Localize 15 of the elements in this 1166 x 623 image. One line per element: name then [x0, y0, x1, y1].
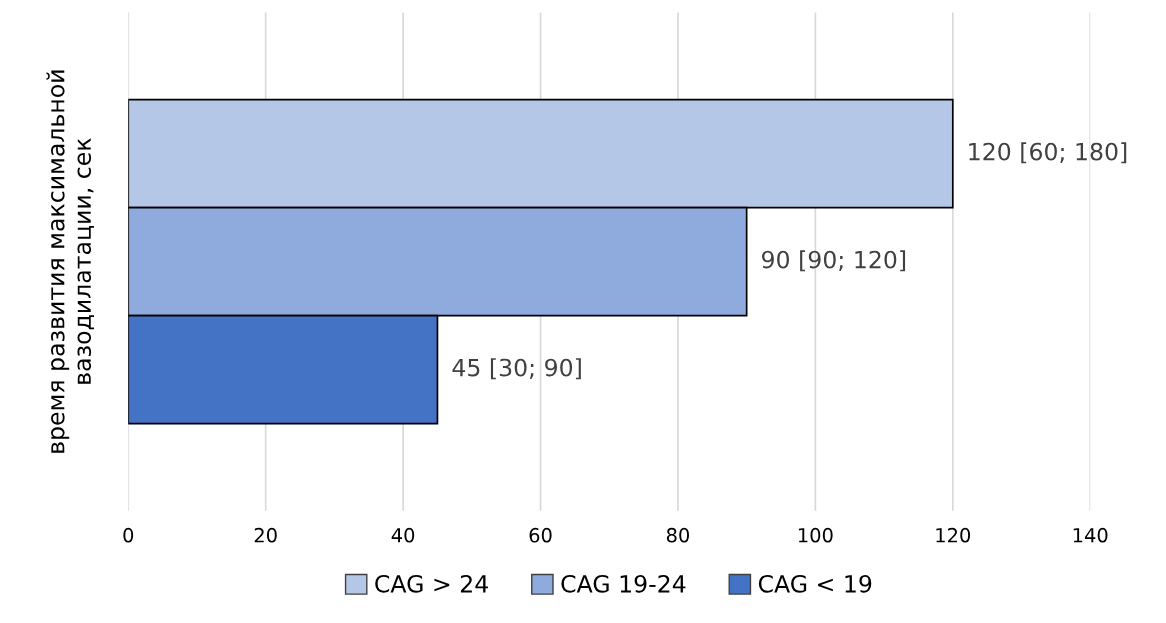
data-label: 45 [30; 90]	[452, 358, 581, 380]
x-tick-label: 40	[391, 527, 415, 543]
x-tick-label: 60	[529, 527, 552, 543]
x-tick-label: 80	[666, 527, 690, 543]
x-tick-label: 120	[936, 527, 971, 543]
y-axis-title: время развития максимальной вазодилатации, сек	[46, 70, 94, 453]
x-tick-label: 20	[254, 527, 277, 543]
x-tick-label: 0	[123, 527, 134, 543]
legend-label: CAG 19-24	[561, 574, 686, 593]
data-label: 90 [90; 120]	[762, 250, 906, 272]
data-label: 120 [60; 180]	[969, 142, 1127, 164]
x-tick-label: 140	[1073, 527, 1108, 543]
legend-label: CAG < 19	[758, 574, 872, 593]
x-tick-label: 100	[798, 527, 833, 543]
legend-label: CAG > 24	[375, 574, 488, 593]
